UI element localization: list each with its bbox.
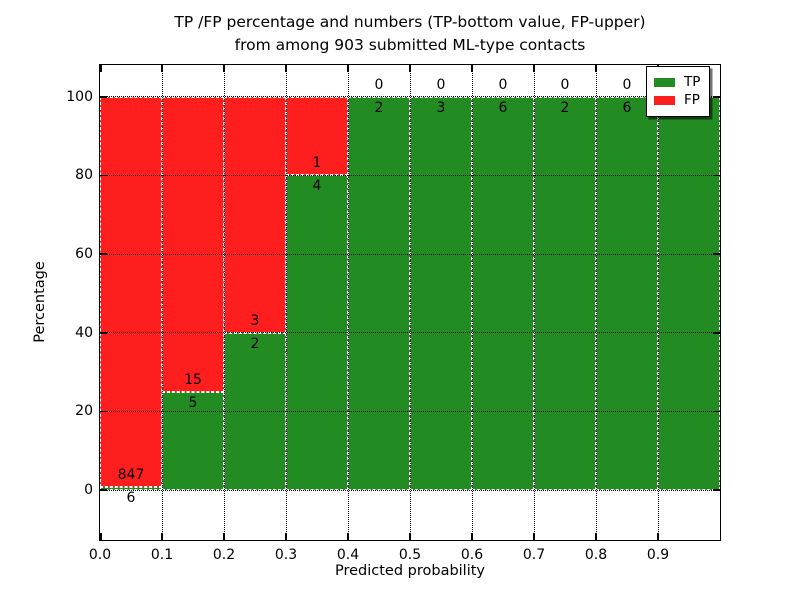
tp-count-label: 2: [560, 99, 570, 116]
fp-bar-segment: [162, 96, 224, 392]
x-tick-mark-top: [285, 65, 287, 72]
legend-entry-fp: FP: [654, 93, 700, 108]
x-tick-label: 0.4: [336, 547, 360, 563]
tp-count-label: 6: [126, 490, 136, 507]
x-tick-label: 0.0: [88, 547, 112, 563]
x-tick-label: 0.7: [522, 547, 546, 563]
y-tick-mark-right: [713, 332, 720, 334]
x-tick-label: 0.3: [274, 547, 298, 563]
fp-count-label: 0: [374, 76, 384, 93]
fp-count-label: 0: [436, 76, 446, 93]
tp-count-label: 5: [188, 394, 198, 411]
x-tick-mark: [533, 533, 535, 540]
plot-area: 84761553214020306020601: [100, 65, 720, 540]
fp-count-label: 1: [312, 155, 322, 172]
tp-count-label: 3: [436, 99, 446, 116]
x-gridline: [533, 65, 535, 540]
y-tick-mark: [100, 489, 107, 491]
x-tick-mark: [471, 533, 473, 540]
y-tick-mark: [100, 96, 107, 98]
fp-count-label: 847: [117, 467, 145, 484]
legend-entry-tp: TP: [654, 75, 700, 90]
x-tick-mark-top: [100, 65, 102, 72]
fp-count-label: 0: [498, 76, 508, 93]
x-gridline: [471, 65, 473, 540]
y-tick-mark: [100, 174, 107, 177]
y-axis-label: Percentage: [32, 261, 48, 343]
tp-bar-segment: [534, 96, 596, 491]
tp-color-swatch-icon: [654, 78, 675, 87]
y-tick-label: 100: [66, 88, 93, 105]
legend: TP FP: [646, 66, 711, 117]
x-gridline: [161, 65, 163, 540]
y-tick-label: 80: [75, 167, 93, 184]
tp-count-label: 6: [622, 99, 632, 116]
tp-count-label: 6: [498, 99, 508, 116]
x-tick-mark: [100, 533, 102, 540]
x-tick-mark-top: [223, 65, 225, 72]
tp-count-label: 2: [374, 99, 384, 116]
fp-count-label: 3: [250, 312, 260, 329]
x-tick-mark-top: [595, 65, 597, 72]
y-tick-label: 20: [75, 403, 93, 420]
tp-bar-segment: [348, 96, 410, 491]
chart-title: TP /FP percentage and numbers (TP-bottom…: [174, 13, 646, 54]
x-tick-label: 0.6: [460, 547, 484, 563]
fp-color-swatch-icon: [654, 96, 675, 105]
fp-bar-segment: [224, 96, 286, 333]
x-tick-mark-top: [533, 65, 535, 72]
fp-count-label: 0: [622, 76, 632, 93]
legend-label-tp: TP: [684, 74, 701, 90]
tp-bar-segment: [472, 96, 534, 491]
x-gridline: [595, 65, 597, 540]
y-tick-mark-right: [713, 174, 720, 177]
x-tick-label: 0.1: [150, 547, 174, 563]
tp-bar-segment: [596, 96, 658, 491]
x-gridline: [657, 65, 659, 540]
x-tick-label: 0.2: [212, 547, 236, 563]
x-tick-label: 0.8: [584, 547, 608, 563]
x-tick-mark: [347, 533, 349, 540]
x-tick-mark: [223, 533, 225, 540]
y-tick-mark-right: [713, 96, 720, 98]
x-gridline: [409, 65, 411, 540]
tp-count-label: 2: [250, 335, 260, 352]
legend-label-fp: FP: [684, 92, 700, 108]
y-tick-label: 40: [75, 324, 93, 341]
tp-count-label: 4: [312, 178, 322, 195]
fp-count-label: 0: [560, 76, 570, 93]
y-tick-mark-right: [713, 253, 720, 255]
x-tick-label: 0.5: [398, 547, 422, 563]
x-tick-label: 0.9: [646, 547, 670, 563]
x-gridline: [285, 65, 287, 540]
x-tick-mark-top: [347, 65, 349, 72]
x-tick-mark: [595, 533, 597, 540]
y-tick-mark: [100, 253, 107, 255]
x-gridline: [347, 65, 349, 540]
y-tick-mark-right: [713, 410, 720, 413]
x-tick-mark: [161, 533, 163, 540]
y-tick-label: 60: [75, 246, 93, 263]
x-tick-mark: [657, 533, 659, 540]
y-tick-mark-right: [713, 489, 720, 491]
x-tick-mark-top: [409, 65, 411, 72]
x-tick-mark: [409, 533, 411, 540]
x-tick-mark-top: [471, 65, 473, 72]
tp-bar-segment: [410, 96, 472, 491]
fp-count-label: 15: [184, 371, 202, 388]
y-tick-mark: [100, 332, 107, 334]
tp-bar-segment: [658, 96, 720, 491]
y-tick-label: 0: [84, 482, 93, 499]
fp-bar-segment: [100, 96, 162, 488]
x-tick-mark-top: [161, 65, 163, 72]
x-tick-mark: [285, 533, 287, 540]
x-gridline: [223, 65, 225, 540]
y-tick-mark: [100, 410, 107, 413]
x-axis-label: Predicted probability: [334, 563, 486, 579]
